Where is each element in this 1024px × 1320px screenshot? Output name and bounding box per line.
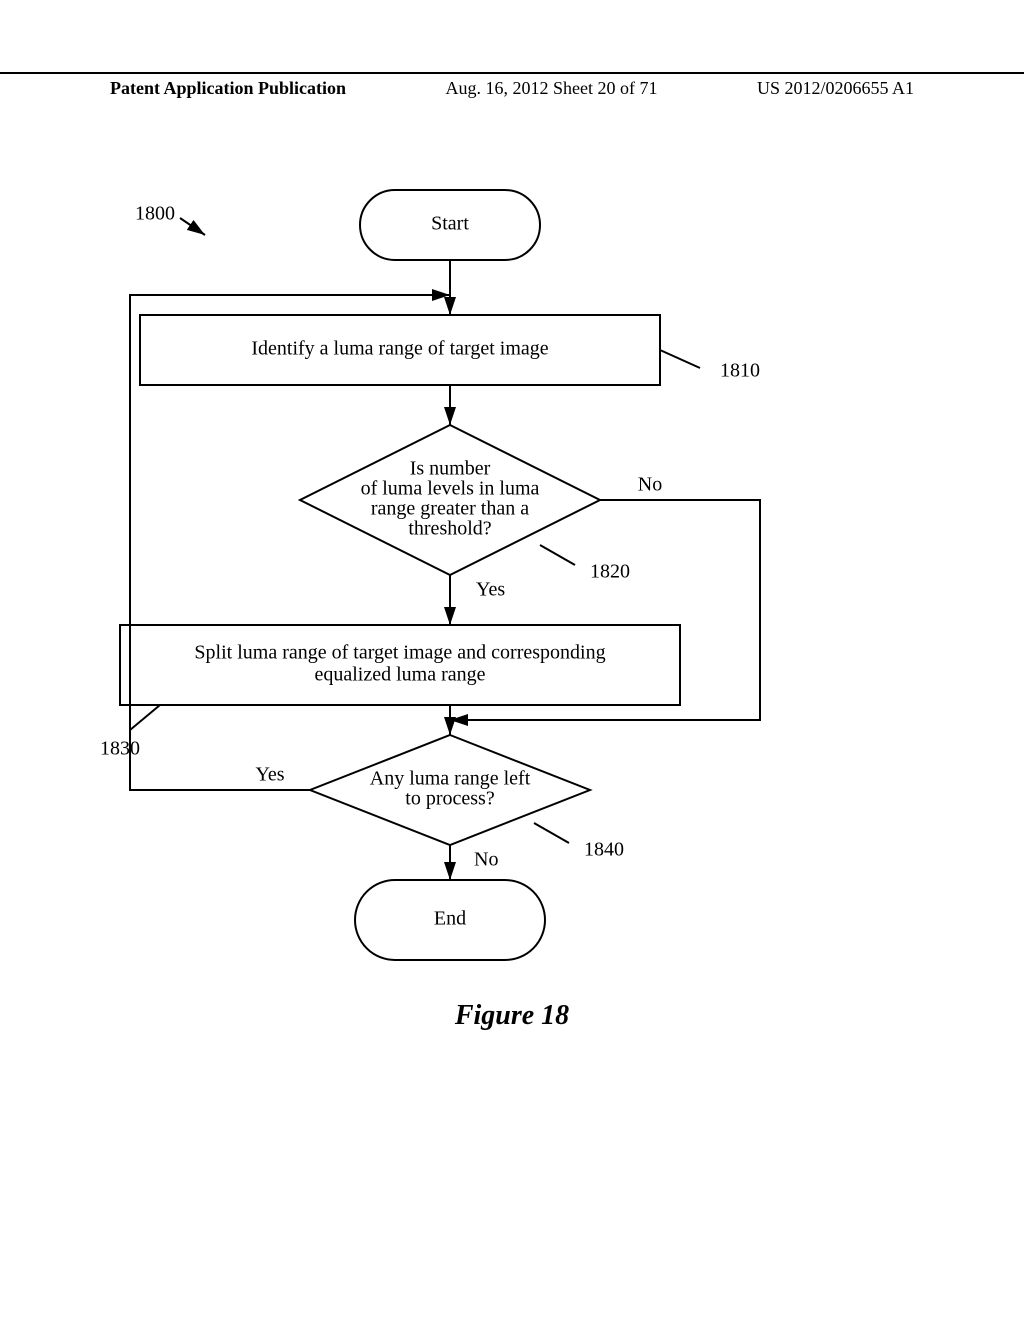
svg-text:Start: Start — [431, 213, 469, 235]
svg-text:Yes: Yes — [476, 579, 505, 601]
svg-text:No: No — [474, 849, 498, 871]
svg-text:Is number: Is number — [410, 458, 491, 480]
svg-text:1810: 1810 — [720, 360, 760, 382]
svg-text:End: End — [434, 908, 466, 930]
svg-text:equalized luma range: equalized luma range — [314, 664, 485, 686]
svg-text:1830: 1830 — [100, 738, 140, 760]
svg-text:Split luma range of target ima: Split luma range of target image and cor… — [194, 642, 605, 664]
svg-text:No: No — [638, 474, 662, 496]
svg-text:Yes: Yes — [255, 764, 284, 786]
flowchart-svg: Start Identify a luma range of target ima… — [0, 0, 1024, 1000]
figure-caption: Figure 18 — [0, 1000, 1024, 1032]
svg-text:to process?: to process? — [405, 788, 495, 810]
svg-text:1840: 1840 — [584, 839, 624, 861]
svg-text:1800: 1800 — [135, 203, 175, 225]
page-container: Patent Application Publication Aug. 16, … — [0, 0, 1024, 1320]
svg-text:1820: 1820 — [590, 561, 630, 583]
svg-text:Identify a luma range of targe: Identify a luma range of target image — [251, 338, 548, 360]
svg-text:of luma levels in luma: of luma levels in luma — [361, 478, 540, 500]
svg-text:threshold?: threshold? — [408, 518, 491, 540]
svg-text:Any luma range left: Any luma range left — [370, 768, 531, 790]
svg-text:range greater than a: range greater than a — [371, 498, 529, 520]
